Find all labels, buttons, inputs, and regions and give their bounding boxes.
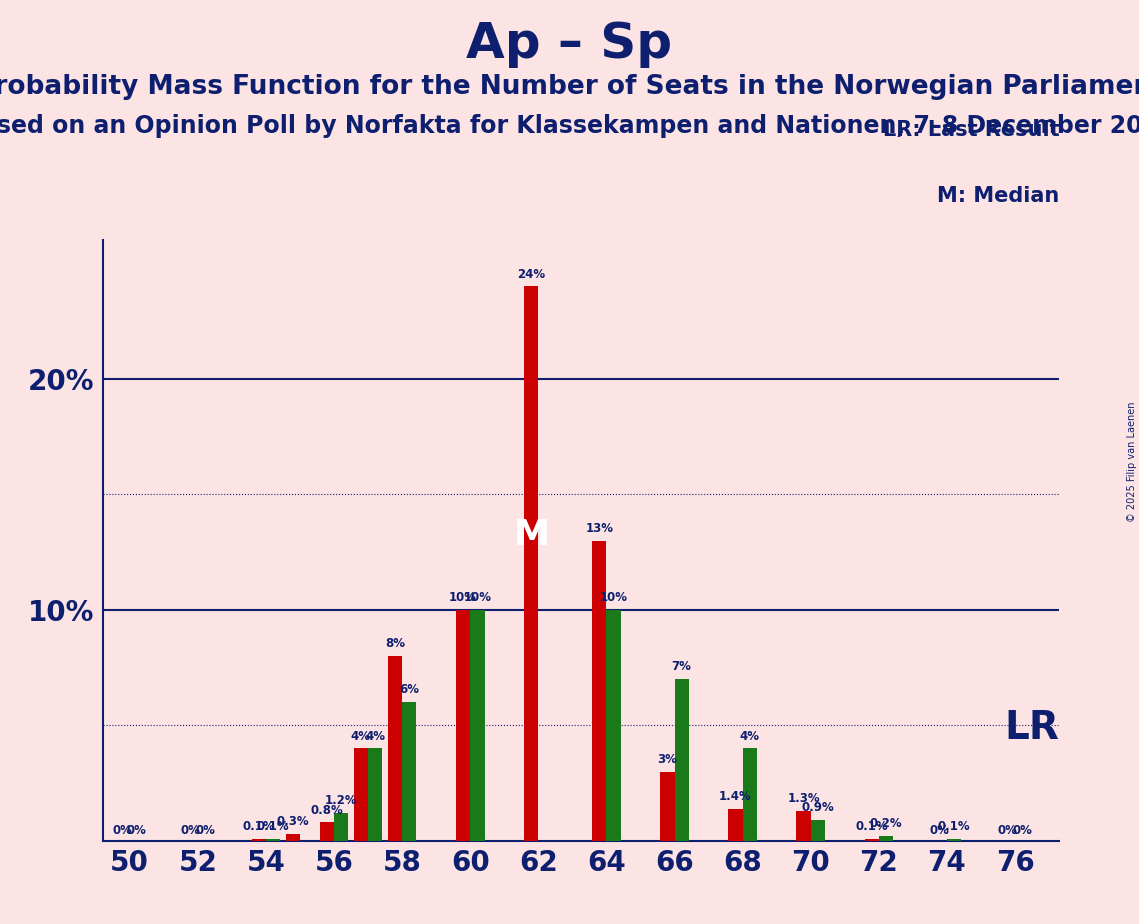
Text: 3%: 3%: [657, 753, 678, 766]
Text: 6%: 6%: [400, 684, 419, 697]
Text: Based on an Opinion Poll by Norfakta for Klassekampen and Nationen, 7–8 December: Based on an Opinion Poll by Norfakta for…: [0, 114, 1139, 138]
Bar: [743, 748, 757, 841]
Text: 0%: 0%: [1013, 823, 1032, 837]
Text: Ap – Sp: Ap – Sp: [467, 20, 672, 68]
Bar: [524, 286, 539, 841]
Text: Probability Mass Function for the Number of Seats in the Norwegian Parliament: Probability Mass Function for the Number…: [0, 74, 1139, 100]
Text: 0.2%: 0.2%: [870, 818, 902, 831]
Bar: [456, 610, 470, 841]
Text: 0.8%: 0.8%: [311, 804, 343, 817]
Text: 10%: 10%: [464, 591, 491, 604]
Text: 0%: 0%: [181, 823, 200, 837]
Text: 0%: 0%: [126, 823, 147, 837]
Bar: [388, 656, 402, 841]
Text: LR: LR: [1005, 709, 1059, 747]
Text: M: Median: M: Median: [937, 186, 1059, 206]
Bar: [402, 702, 417, 841]
Text: 0.1%: 0.1%: [937, 820, 970, 833]
Text: 4%: 4%: [739, 730, 760, 743]
Bar: [368, 748, 383, 841]
Bar: [265, 839, 280, 841]
Bar: [606, 610, 621, 841]
Text: 1.4%: 1.4%: [719, 790, 752, 803]
Bar: [674, 679, 689, 841]
Text: © 2025 Filip van Laenen: © 2025 Filip van Laenen: [1128, 402, 1137, 522]
Text: 4%: 4%: [366, 730, 385, 743]
Text: 0%: 0%: [113, 823, 132, 837]
Text: 1.2%: 1.2%: [325, 795, 358, 808]
Bar: [947, 839, 961, 841]
Text: 7%: 7%: [672, 661, 691, 674]
Text: 0%: 0%: [998, 823, 1018, 837]
Bar: [320, 822, 334, 841]
Bar: [661, 772, 674, 841]
Text: 1.3%: 1.3%: [787, 792, 820, 805]
Text: 24%: 24%: [517, 268, 546, 281]
Text: 10%: 10%: [599, 591, 628, 604]
Text: 0.1%: 0.1%: [243, 820, 276, 833]
Text: 8%: 8%: [385, 638, 405, 650]
Bar: [879, 836, 893, 841]
Bar: [796, 811, 811, 841]
Bar: [252, 839, 265, 841]
Bar: [286, 833, 300, 841]
Bar: [354, 748, 368, 841]
Text: 0.1%: 0.1%: [855, 820, 888, 833]
Text: 0.3%: 0.3%: [277, 815, 309, 828]
Text: 0.1%: 0.1%: [256, 820, 289, 833]
Text: LR: Last Result: LR: Last Result: [883, 120, 1059, 140]
Text: 0%: 0%: [195, 823, 215, 837]
Bar: [811, 821, 825, 841]
Text: 4%: 4%: [351, 730, 371, 743]
Bar: [470, 610, 484, 841]
Bar: [728, 808, 743, 841]
Bar: [592, 541, 606, 841]
Text: 10%: 10%: [449, 591, 477, 604]
Bar: [865, 839, 879, 841]
Bar: [334, 813, 349, 841]
Text: 13%: 13%: [585, 522, 613, 535]
Text: 0.9%: 0.9%: [802, 801, 834, 814]
Text: 0%: 0%: [929, 823, 950, 837]
Text: M: M: [514, 518, 549, 553]
